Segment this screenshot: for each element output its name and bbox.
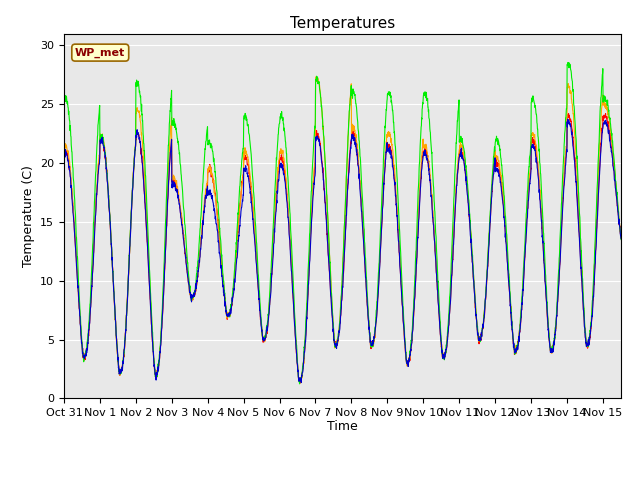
CR1000 panelT — [60, 148, 68, 154]
NR01 PRT — [241, 113, 249, 119]
NR01 PRT — [387, 90, 394, 96]
AM25T PRT — [627, 202, 635, 207]
AM25T PRT — [241, 168, 249, 174]
HMP — [557, 223, 565, 229]
NR01 PRT — [564, 60, 572, 65]
Title: Temperatures: Temperatures — [290, 16, 395, 31]
AM25T PRT — [387, 151, 394, 157]
X-axis label: Time: Time — [327, 420, 358, 432]
CR1000 panelT — [525, 188, 532, 194]
Line: HMP: HMP — [64, 77, 639, 382]
Text: WP_met: WP_met — [75, 48, 125, 58]
NR01 PRT — [118, 370, 125, 376]
HMP — [387, 133, 394, 139]
HMP — [241, 146, 249, 152]
AM25T PRT — [60, 154, 68, 160]
HMP — [635, 107, 640, 113]
CR1000 panelT — [296, 380, 304, 386]
Line: CR1000 panelT: CR1000 panelT — [64, 114, 639, 383]
Y-axis label: Temperature (C): Temperature (C) — [22, 165, 35, 267]
NR01 PRT — [60, 101, 68, 107]
Line: AM25T PRT: AM25T PRT — [64, 119, 639, 383]
HMP — [627, 188, 635, 194]
AM25T PRT — [298, 380, 305, 385]
HMP — [296, 379, 303, 385]
AM25T PRT — [118, 368, 125, 374]
CR1000 panelT — [241, 153, 249, 158]
HMP — [118, 368, 125, 374]
CR1000 panelT — [635, 118, 640, 124]
NR01 PRT — [557, 208, 565, 214]
AM25T PRT — [564, 116, 572, 122]
NR01 PRT — [635, 99, 640, 105]
HMP — [312, 74, 320, 80]
AM25T PRT — [635, 121, 640, 127]
CR1000 panelT — [118, 369, 125, 375]
HMP — [60, 144, 68, 149]
CR1000 panelT — [387, 144, 394, 149]
HMP — [525, 179, 532, 184]
Line: NR01 PRT: NR01 PRT — [64, 62, 639, 384]
CR1000 panelT — [627, 193, 635, 199]
AM25T PRT — [525, 193, 532, 199]
NR01 PRT — [296, 381, 303, 387]
CR1000 panelT — [602, 111, 609, 117]
AM25T PRT — [557, 235, 565, 241]
CR1000 panelT — [557, 235, 565, 241]
NR01 PRT — [627, 190, 635, 195]
NR01 PRT — [525, 167, 532, 173]
